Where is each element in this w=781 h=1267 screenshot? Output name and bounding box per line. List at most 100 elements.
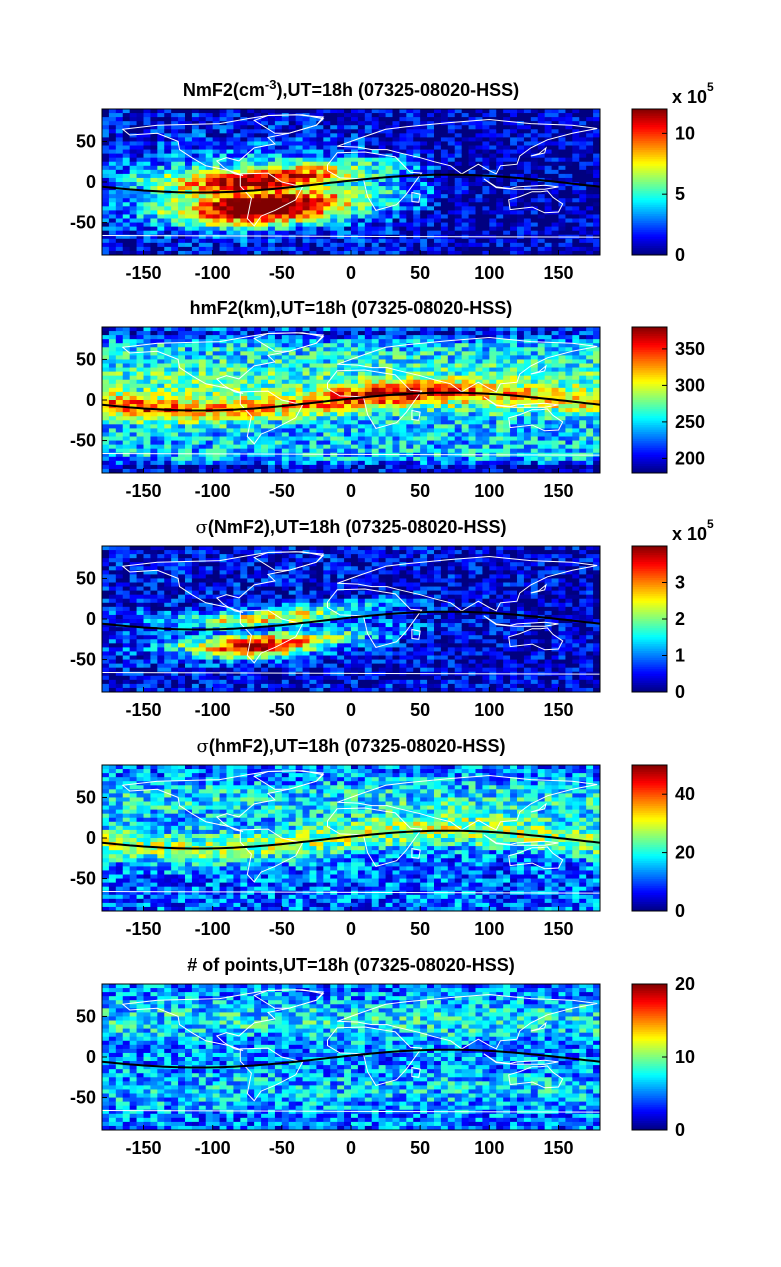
- heatmap-cell: [198, 440, 207, 446]
- heatmap-cell: [378, 141, 386, 146]
- heatmap-cell: [309, 379, 317, 385]
- heatmap-cell: [357, 113, 366, 118]
- heatmap-cell: [323, 440, 331, 446]
- heatmap-cell: [295, 359, 303, 364]
- heatmap-cell: [226, 226, 234, 232]
- heatmap-cell: [489, 327, 497, 332]
- heatmap-cell: [565, 218, 573, 223]
- heatmap-cell: [254, 198, 262, 203]
- heatmap-cell: [212, 125, 220, 130]
- heatmap-cell: [489, 117, 497, 122]
- heatmap-cell: [399, 440, 407, 446]
- heatmap-cell: [295, 161, 303, 167]
- heatmap-cell: [268, 436, 276, 441]
- heatmap-cell: [447, 250, 456, 256]
- heatmap-cell: [212, 113, 220, 118]
- heatmap-cell: [254, 165, 262, 171]
- heatmap-cell: [302, 165, 310, 171]
- heatmap-cell: [226, 153, 234, 159]
- heatmap-cell: [385, 383, 393, 389]
- heatmap-cell: [434, 222, 442, 228]
- heatmap-cell: [475, 194, 483, 199]
- heatmap-cell: [150, 420, 158, 425]
- heatmap-cell: [530, 408, 539, 413]
- heatmap-cell: [406, 153, 414, 159]
- heatmap-cell: [461, 404, 469, 409]
- heatmap-cell: [136, 153, 144, 159]
- heatmap-cell: [461, 347, 469, 352]
- heatmap-cell: [157, 363, 165, 368]
- heatmap-cell: [185, 331, 193, 336]
- heatmap-cell: [108, 355, 117, 360]
- heatmap-cell: [261, 121, 269, 126]
- heatmap-cell: [178, 347, 186, 352]
- heatmap-cell: [496, 145, 504, 150]
- heatmap-cell: [579, 145, 587, 150]
- heatmap-cell: [510, 113, 518, 118]
- heatmap-cell: [122, 387, 131, 393]
- heatmap-cell: [205, 186, 214, 191]
- heatmap-cell: [530, 198, 539, 203]
- heatmap-cell: [517, 226, 525, 232]
- heatmap-cell: [240, 182, 248, 187]
- heatmap-cell: [157, 436, 165, 441]
- heatmap-cell: [378, 177, 386, 183]
- heatmap-cell: [233, 218, 241, 223]
- heatmap-cell: [503, 412, 511, 417]
- heatmap-cell: [185, 367, 193, 373]
- heatmap-cell: [261, 387, 269, 393]
- heatmap-cell: [517, 210, 525, 215]
- heatmap-cell: [399, 250, 407, 256]
- heatmap-cell: [143, 190, 151, 195]
- heatmap-cell: [544, 198, 552, 203]
- heatmap-cell: [233, 347, 241, 352]
- heatmap-cell: [482, 420, 490, 425]
- heatmap-cell: [136, 173, 144, 179]
- heatmap-cell: [447, 444, 456, 450]
- heatmap-cell: [420, 121, 428, 126]
- heatmap-cell: [233, 202, 241, 207]
- heatmap-cell: [337, 190, 345, 195]
- heatmap-cell: [122, 129, 131, 134]
- heatmap-cell: [212, 218, 220, 223]
- heatmap-cell: [399, 202, 407, 207]
- heatmap-cell: [454, 230, 463, 236]
- heatmap-cell: [454, 420, 463, 425]
- heatmap-cell: [357, 428, 366, 433]
- heatmap-cell: [371, 169, 380, 175]
- heatmap-cell: [233, 153, 241, 159]
- heatmap-cell: [316, 177, 324, 183]
- heatmap-cell: [357, 432, 366, 437]
- heatmap-cell: [351, 416, 359, 421]
- heatmap-cell: [510, 165, 518, 171]
- heatmap-cell: [233, 234, 241, 240]
- heatmap-cell: [191, 436, 200, 441]
- heatmap-cell: [185, 412, 193, 417]
- heatmap-cell: [171, 391, 179, 397]
- heatmap-cell: [261, 153, 269, 159]
- heatmap-cell: [219, 141, 227, 146]
- heatmap-cell: [392, 355, 400, 360]
- heatmap-cell: [261, 363, 269, 368]
- heatmap-cell: [510, 387, 518, 393]
- heatmap-cell: [503, 359, 511, 364]
- heatmap-cell: [302, 173, 310, 179]
- colorbar-band: [632, 177, 667, 181]
- heatmap-cell: [447, 404, 456, 409]
- heatmap-cell: [351, 412, 359, 417]
- heatmap-cell: [150, 129, 158, 134]
- heatmap-cell: [102, 133, 110, 138]
- heatmap-cell: [185, 387, 193, 393]
- heatmap-cell: [157, 218, 165, 223]
- heatmap-cell: [406, 194, 414, 199]
- heatmap-cell: [357, 202, 366, 207]
- colorbar-tick-label: 10: [675, 123, 695, 143]
- heatmap-cell: [247, 460, 255, 466]
- heatmap-cell: [268, 226, 276, 232]
- heatmap-cell: [122, 420, 131, 425]
- heatmap-cell: [503, 214, 511, 219]
- heatmap-cell: [351, 129, 359, 134]
- heatmap-cell: [281, 391, 290, 397]
- heatmap-cell: [572, 218, 580, 223]
- heatmap-cell: [523, 375, 532, 381]
